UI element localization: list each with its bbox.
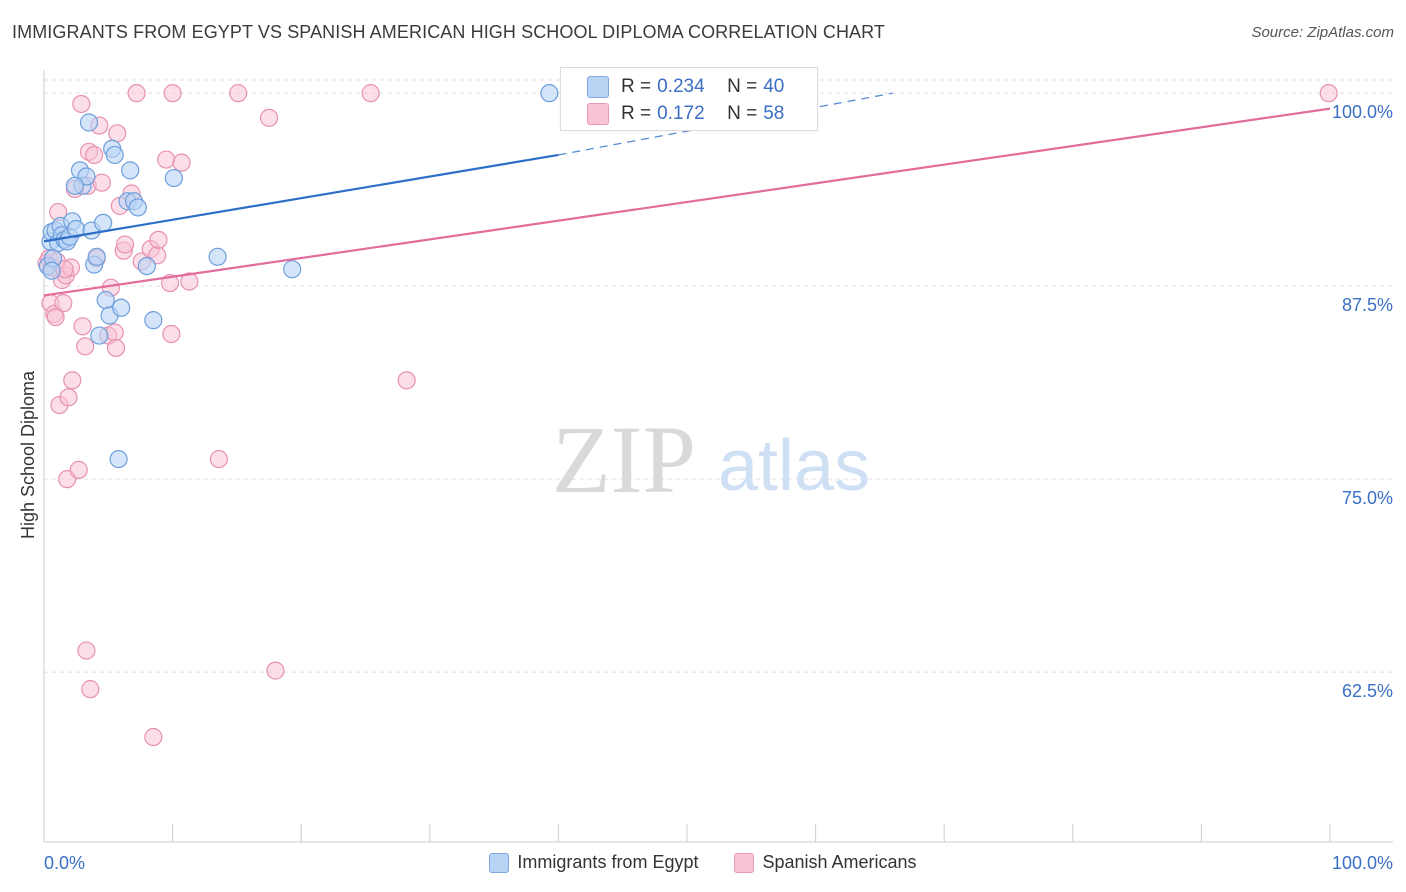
spanish-point-47 xyxy=(172,153,191,172)
watermark-atlas: atlas xyxy=(718,426,870,506)
grid-lines xyxy=(44,79,1393,673)
egypt-point-38 xyxy=(42,261,61,280)
spanish-n-label: N = xyxy=(727,103,758,124)
spanish-point-49 xyxy=(209,449,228,469)
spanish-point-53 xyxy=(361,84,380,103)
x-tick-label-left: 0.0% xyxy=(44,853,85,873)
spanish-point-51 xyxy=(259,108,279,127)
egypt-point-25 xyxy=(105,145,124,165)
spanish-point-56 xyxy=(46,307,65,327)
stats-row-egypt: R = 0.234 N = 40 xyxy=(587,74,784,100)
y-tick-label-2: 75.0% xyxy=(1342,488,1393,508)
egypt-point-20 xyxy=(90,326,109,345)
egypt-n-label: N = xyxy=(727,76,758,97)
egypt-point-35 xyxy=(208,247,227,266)
spanish-point-55 xyxy=(1319,84,1338,103)
egypt-point-36 xyxy=(283,260,302,279)
legend-item-egypt[interactable]: Immigrants from Egypt xyxy=(489,852,698,873)
egypt-point-31 xyxy=(128,198,147,217)
spanish-point-12 xyxy=(59,388,78,407)
spanish-point-46 xyxy=(163,84,182,103)
legend-swatch-egypt xyxy=(489,852,510,873)
legend-label-egypt: Immigrants from Egypt xyxy=(517,852,699,872)
legend-label-spanish: Spanish Americans xyxy=(762,852,917,872)
egypt-points xyxy=(38,84,559,469)
spanish-point-52 xyxy=(266,661,285,680)
axes xyxy=(43,70,1393,843)
egypt-n-value: 40 xyxy=(763,76,785,97)
spanish-point-48 xyxy=(180,272,199,291)
bottom-legend: Immigrants from Egypt Spanish Americans xyxy=(0,852,1406,873)
stats-row-spanish: R = 0.172 N = 58 xyxy=(587,101,784,127)
spanish-point-40 xyxy=(144,727,163,747)
spanish-point-30 xyxy=(105,323,124,342)
spanish-trend-line xyxy=(43,107,1331,297)
y-axis-label: High School Diploma xyxy=(18,370,38,539)
watermark-zip: ZIP xyxy=(552,406,696,513)
spanish-r-label: R = xyxy=(621,103,652,124)
egypt-point-27 xyxy=(112,298,131,317)
spanish-point-23 xyxy=(81,680,100,699)
spanish-point-20 xyxy=(77,641,96,660)
spanish-point-19 xyxy=(76,337,95,356)
legend-swatch-spanish xyxy=(734,852,755,873)
egypt-r-label: R = xyxy=(621,76,652,97)
egypt-point-34 xyxy=(164,168,183,188)
spanish-point-43 xyxy=(157,150,176,169)
y-tick-label-3: 62.5% xyxy=(1342,681,1393,701)
egypt-swatch xyxy=(587,76,609,98)
spanish-point-37 xyxy=(127,84,146,103)
spanish-r-value: 0.172 xyxy=(657,103,705,124)
y-tick-label-0: 100.0% xyxy=(1332,102,1393,122)
egypt-point-26 xyxy=(109,449,128,469)
egypt-point-16 xyxy=(79,113,99,132)
spanish-point-32 xyxy=(108,124,127,143)
x-tick-label-right: 100.0% xyxy=(1332,853,1393,873)
spanish-point-17 xyxy=(72,94,91,114)
spanish-point-9 xyxy=(54,294,73,313)
spanish-point-18 xyxy=(73,317,92,336)
spanish-swatch xyxy=(587,103,609,125)
stats-legend: R = 0.234 N = 40 R = 0.172 N = 58 xyxy=(560,67,818,131)
egypt-point-29 xyxy=(121,161,140,180)
egypt-trend-line xyxy=(43,153,559,243)
spanish-point-35 xyxy=(115,235,135,254)
spanish-point-42 xyxy=(149,230,168,249)
spanish-n-value: 58 xyxy=(763,103,785,124)
spanish-point-24 xyxy=(85,145,104,165)
egypt-point-21 xyxy=(94,213,113,232)
y-tick-label-1: 87.5% xyxy=(1342,295,1393,315)
spanish-point-14 xyxy=(63,371,82,390)
egypt-point-37 xyxy=(540,84,559,103)
egypt-point-39 xyxy=(65,176,84,195)
spanish-point-45 xyxy=(162,324,181,344)
source-label: Source: ZipAtlas.com xyxy=(1251,24,1394,41)
spanish-point-50 xyxy=(229,84,248,103)
spanish-point-31 xyxy=(106,338,126,358)
legend-item-spanish[interactable]: Spanish Americans xyxy=(734,852,917,873)
spanish-point-54 xyxy=(397,371,416,390)
chart-title: IMMIGRANTS FROM EGYPT VS SPANISH AMERICA… xyxy=(12,22,886,42)
egypt-point-22 xyxy=(96,290,115,310)
egypt-point-33 xyxy=(144,311,163,330)
egypt-point-32 xyxy=(137,256,156,276)
spanish-point-27 xyxy=(92,173,111,192)
egypt-point-19 xyxy=(87,247,106,266)
y-tick-labels: 100.0% 87.5% 75.0% 62.5% xyxy=(1332,102,1393,701)
spanish-point-16 xyxy=(69,460,88,479)
egypt-r-value: 0.234 xyxy=(657,76,705,97)
